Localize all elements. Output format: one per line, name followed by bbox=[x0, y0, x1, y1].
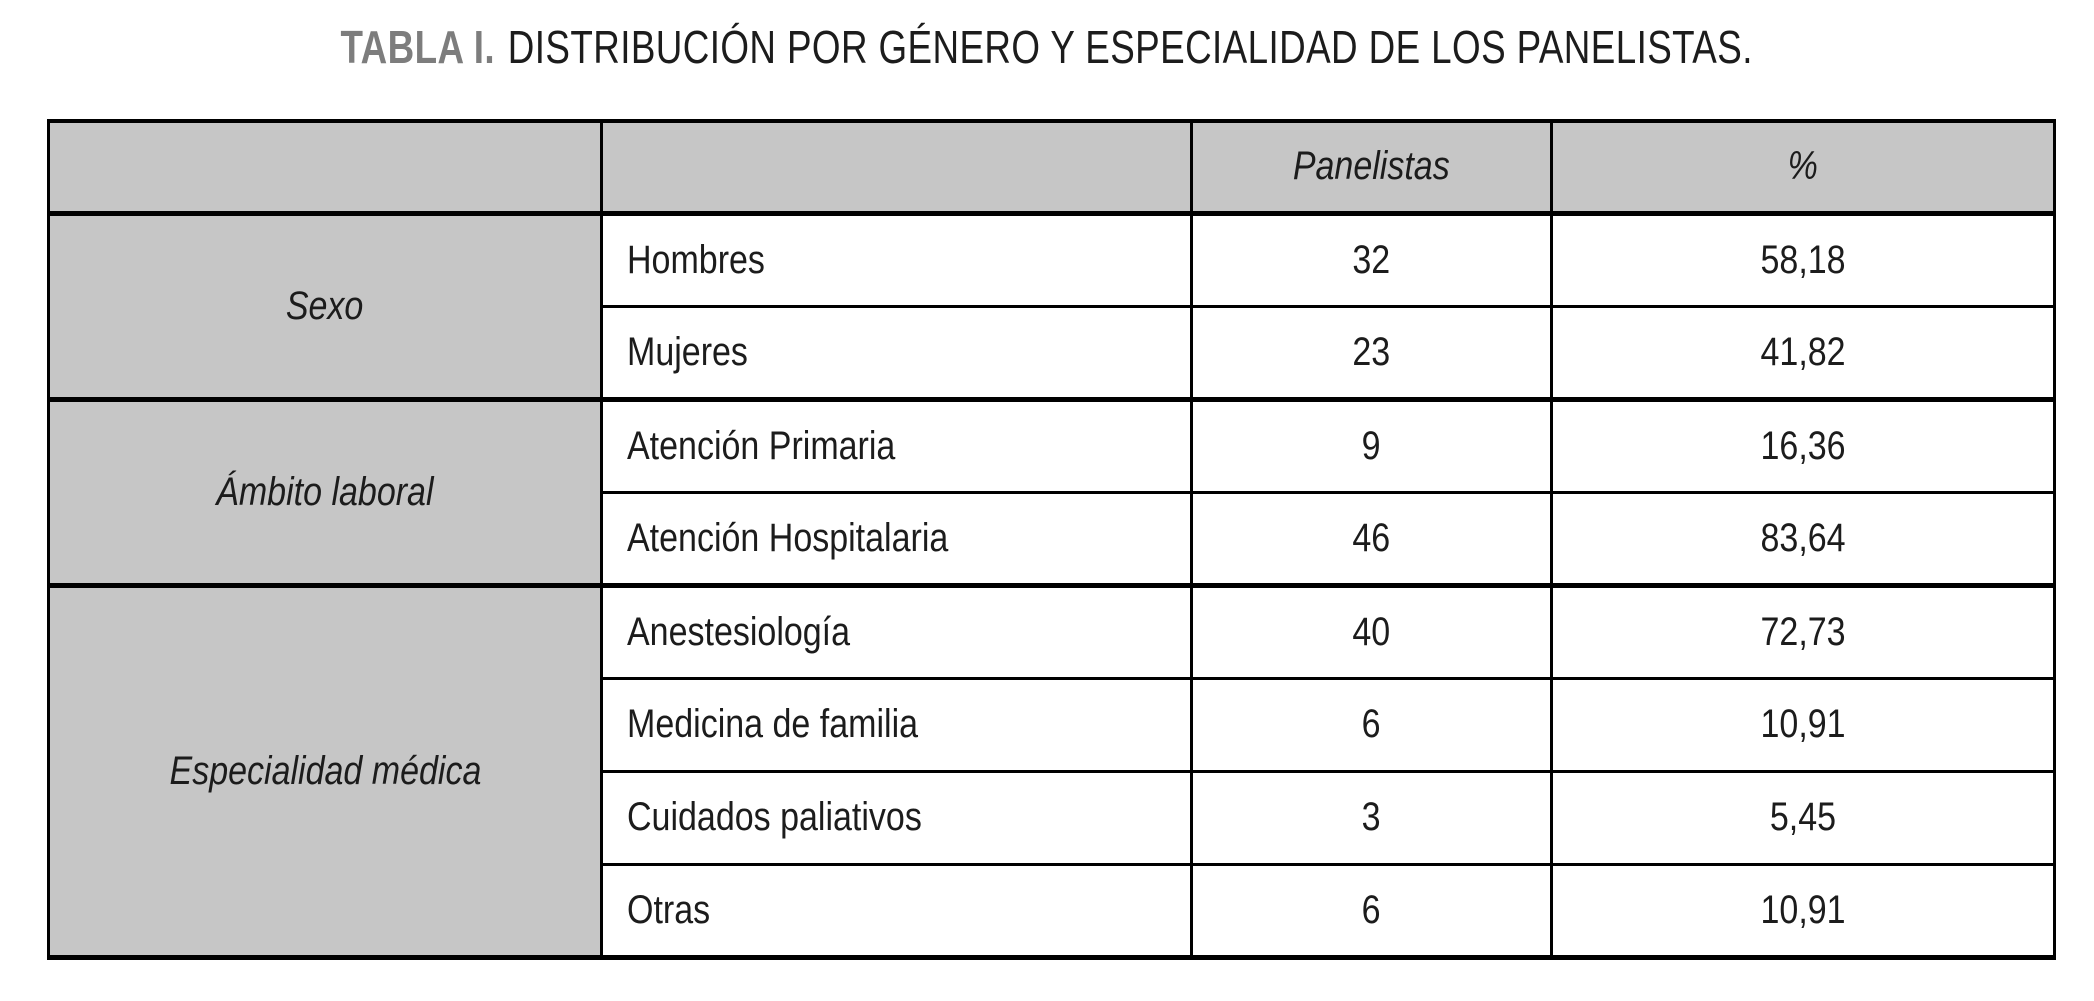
panelistas-cell: 23 bbox=[1190, 304, 1553, 401]
table-row: Ámbito laboral Atención Primaria 9 16,36 bbox=[47, 396, 2056, 587]
label-text: Atención Hospitalaria bbox=[627, 515, 949, 560]
table-row: Mujeres 23 41,82 bbox=[49, 304, 2056, 401]
panelists-table: Panelistas % Sexo Hombres 32 58,18 Mujer… bbox=[47, 119, 2056, 960]
label-cell: Cuidados paliativos bbox=[600, 769, 1193, 866]
label-cell: Mujeres bbox=[600, 304, 1193, 401]
value-text: 40 bbox=[1352, 609, 1391, 654]
panelistas-cell: 6 bbox=[1190, 862, 1553, 960]
value-text: 83,64 bbox=[1760, 515, 1846, 560]
percent-cell: 10,91 bbox=[1550, 862, 2056, 960]
percent-cell: 5,45 bbox=[1550, 769, 2056, 866]
panelistas-cell: 32 bbox=[1190, 210, 1553, 308]
category-cell-sexo: Sexo bbox=[47, 210, 603, 401]
percent-cell: 72,73 bbox=[1550, 582, 2056, 680]
header-cell-percent: % bbox=[1550, 119, 2056, 216]
panelistas-cell: 3 bbox=[1190, 769, 1553, 866]
label-cell: Hombres bbox=[600, 210, 1193, 308]
value-text: 58,18 bbox=[1760, 237, 1846, 282]
value-text: 23 bbox=[1352, 329, 1391, 374]
value-text: 10,91 bbox=[1760, 702, 1846, 746]
table-row: Medicina de familia 6 10,91 bbox=[49, 676, 2056, 773]
label-text: Anestesiología bbox=[627, 609, 851, 654]
header-text: Panelistas bbox=[1293, 144, 1450, 189]
value-text: 41,82 bbox=[1760, 329, 1846, 374]
category-text: Especialidad médica bbox=[169, 748, 481, 793]
header-text: % bbox=[1787, 144, 1819, 189]
label-text: Hombres bbox=[627, 237, 765, 282]
percent-cell: 41,82 bbox=[1550, 304, 2056, 401]
table-title-label: TABLA I. bbox=[340, 21, 496, 73]
label-cell: Medicina de familia bbox=[600, 676, 1193, 773]
table-row: Cuidados paliativos 3 5,45 bbox=[49, 769, 2056, 866]
panelistas-cell: 40 bbox=[1190, 582, 1553, 680]
category-cell-especialidad-medica: Especialidad médica bbox=[47, 582, 603, 960]
percent-cell: 16,36 bbox=[1550, 396, 2056, 494]
value-text: 16,36 bbox=[1760, 423, 1846, 468]
header-cell-panelistas: Panelistas bbox=[1190, 119, 1553, 216]
value-text: 46 bbox=[1352, 515, 1391, 560]
percent-cell: 10,91 bbox=[1550, 676, 2056, 773]
value-text: 5,45 bbox=[1769, 795, 1837, 839]
table-container: Panelistas % Sexo Hombres 32 58,18 Mujer… bbox=[47, 119, 2056, 960]
value-text: 6 bbox=[1362, 887, 1381, 932]
table-title-inner: TABLA I. DISTRIBUCIÓN POR GÉNERO Y ESPECI… bbox=[341, 22, 1753, 73]
header-row: Panelistas % bbox=[47, 119, 2056, 216]
label-cell: Anestesiología bbox=[600, 582, 1193, 680]
table-row: Sexo Hombres 32 58,18 bbox=[47, 210, 2056, 401]
value-text: 6 bbox=[1362, 702, 1381, 746]
value-text: 72,73 bbox=[1760, 609, 1846, 654]
table-row: Otras 6 10,91 bbox=[49, 862, 2056, 960]
value-text: 32 bbox=[1352, 237, 1391, 282]
header-cell-subcategory bbox=[600, 119, 1193, 216]
table-row: Especialidad médica Anestesiología 40 72… bbox=[47, 582, 2056, 960]
label-cell: Otras bbox=[600, 862, 1193, 960]
panelistas-cell: 6 bbox=[1190, 676, 1553, 773]
label-text: Mujeres bbox=[627, 329, 748, 374]
label-text: Atención Primaria bbox=[627, 423, 896, 468]
category-text: Ámbito laboral bbox=[216, 469, 434, 514]
value-text: 10,91 bbox=[1760, 887, 1846, 932]
header-cell-category bbox=[47, 119, 603, 216]
category-cell-ambito-laboral: Ámbito laboral bbox=[47, 396, 603, 587]
panelistas-cell: 9 bbox=[1190, 396, 1553, 494]
label-text: Cuidados paliativos bbox=[627, 795, 922, 839]
percent-cell: 58,18 bbox=[1550, 210, 2056, 308]
table-title: TABLA I. DISTRIBUCIÓN POR GÉNERO Y ESPECI… bbox=[0, 22, 2094, 73]
value-text: 9 bbox=[1362, 423, 1381, 468]
label-cell: Atención Hospitalaria bbox=[600, 490, 1193, 587]
label-text: Otras bbox=[627, 887, 711, 932]
label-cell: Atención Primaria bbox=[600, 396, 1193, 494]
label-text: Medicina de familia bbox=[627, 702, 919, 746]
category-text: Sexo bbox=[286, 283, 364, 328]
percent-cell: 83,64 bbox=[1550, 490, 2056, 587]
value-text: 3 bbox=[1362, 795, 1381, 839]
table-title-text: DISTRIBUCIÓN POR GÉNERO Y ESPECIALIDAD D… bbox=[508, 21, 1754, 73]
panelistas-cell: 46 bbox=[1190, 490, 1553, 587]
table-row: Atención Hospitalaria 46 83,64 bbox=[49, 490, 2056, 587]
